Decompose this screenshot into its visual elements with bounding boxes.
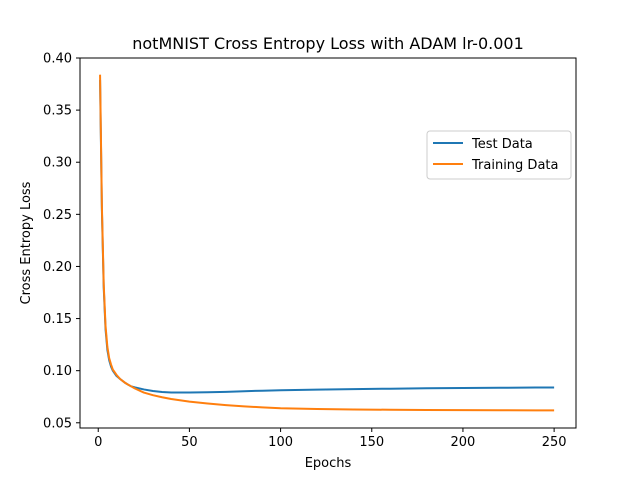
x-axis-label: Epochs [305,456,352,471]
series-layer [99,74,555,412]
legend: Test Data Training Data [426,130,572,180]
y-tick-label: 0.10 [43,364,72,379]
x-tick-label: 200 [451,435,476,450]
y-tick-label: 0.05 [43,416,72,431]
x-axis-ticks: 0 50 100 150 200 250 [94,428,567,450]
x-tick-label: 250 [542,435,567,450]
legend-label-test-data: Test Data [471,137,533,152]
x-tick-label: 50 [181,435,198,450]
y-tick-label: 0.15 [43,312,72,327]
axes-frame [79,57,577,429]
x-tick-label: 150 [359,435,384,450]
chart-title: notMNIST Cross Entropy Loss with ADAM lr… [132,34,524,53]
y-axis-ticks: 0.05 0.10 0.15 0.20 0.25 0.30 0.35 0.40 [43,52,80,431]
series-line-test-data [99,79,555,394]
x-tick-label: 100 [268,435,293,450]
y-tick-label: 0.25 [43,208,72,223]
legend-label-training-data: Training Data [471,158,558,173]
y-tick-label: 0.35 [43,104,72,119]
x-tick-label: 0 [94,435,102,450]
series-line-training-data [99,74,555,412]
y-tick-label: 0.40 [43,52,72,67]
y-tick-label: 0.30 [43,156,72,171]
y-tick-label: 0.20 [43,260,72,275]
y-axis-label: Cross Entropy Loss [19,181,34,304]
